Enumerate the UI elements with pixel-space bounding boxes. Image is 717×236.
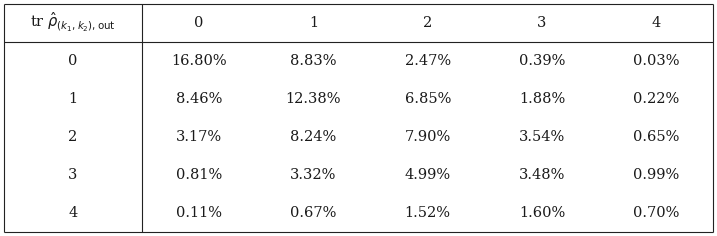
Text: 3.17%: 3.17%: [176, 130, 222, 144]
Text: 1: 1: [309, 16, 318, 30]
Text: 3.54%: 3.54%: [519, 130, 565, 144]
Text: 0.81%: 0.81%: [176, 168, 222, 182]
Text: 0.65%: 0.65%: [633, 130, 680, 144]
Text: 8.83%: 8.83%: [290, 54, 337, 68]
Text: 0.22%: 0.22%: [633, 92, 680, 106]
Text: 8.46%: 8.46%: [176, 92, 222, 106]
Text: 0: 0: [68, 54, 77, 68]
Text: 4: 4: [652, 16, 661, 30]
Text: tr $\hat{\rho}_{(k_1,k_2),\mathrm{out}}$: tr $\hat{\rho}_{(k_1,k_2),\mathrm{out}}$: [30, 11, 115, 34]
Text: 7.90%: 7.90%: [404, 130, 451, 144]
Text: 4: 4: [68, 206, 77, 220]
Text: 1.52%: 1.52%: [404, 206, 451, 220]
Text: 0.67%: 0.67%: [290, 206, 336, 220]
Text: 1: 1: [68, 92, 77, 106]
Text: 8.24%: 8.24%: [290, 130, 336, 144]
Text: 3: 3: [68, 168, 77, 182]
Text: 0.99%: 0.99%: [633, 168, 680, 182]
Text: 16.80%: 16.80%: [171, 54, 227, 68]
Text: 2: 2: [68, 130, 77, 144]
Text: 1.88%: 1.88%: [519, 92, 565, 106]
Text: 3.32%: 3.32%: [290, 168, 336, 182]
Text: 2: 2: [423, 16, 432, 30]
Text: 4.99%: 4.99%: [404, 168, 451, 182]
Text: 3.48%: 3.48%: [519, 168, 565, 182]
Text: 0.39%: 0.39%: [519, 54, 565, 68]
Text: 1.60%: 1.60%: [519, 206, 565, 220]
Text: 12.38%: 12.38%: [285, 92, 341, 106]
Text: 0.70%: 0.70%: [633, 206, 680, 220]
Text: 3: 3: [537, 16, 546, 30]
Text: 2.47%: 2.47%: [404, 54, 451, 68]
Text: 0.03%: 0.03%: [633, 54, 680, 68]
Text: 0: 0: [194, 16, 204, 30]
Text: 0.11%: 0.11%: [176, 206, 222, 220]
Text: 6.85%: 6.85%: [404, 92, 451, 106]
